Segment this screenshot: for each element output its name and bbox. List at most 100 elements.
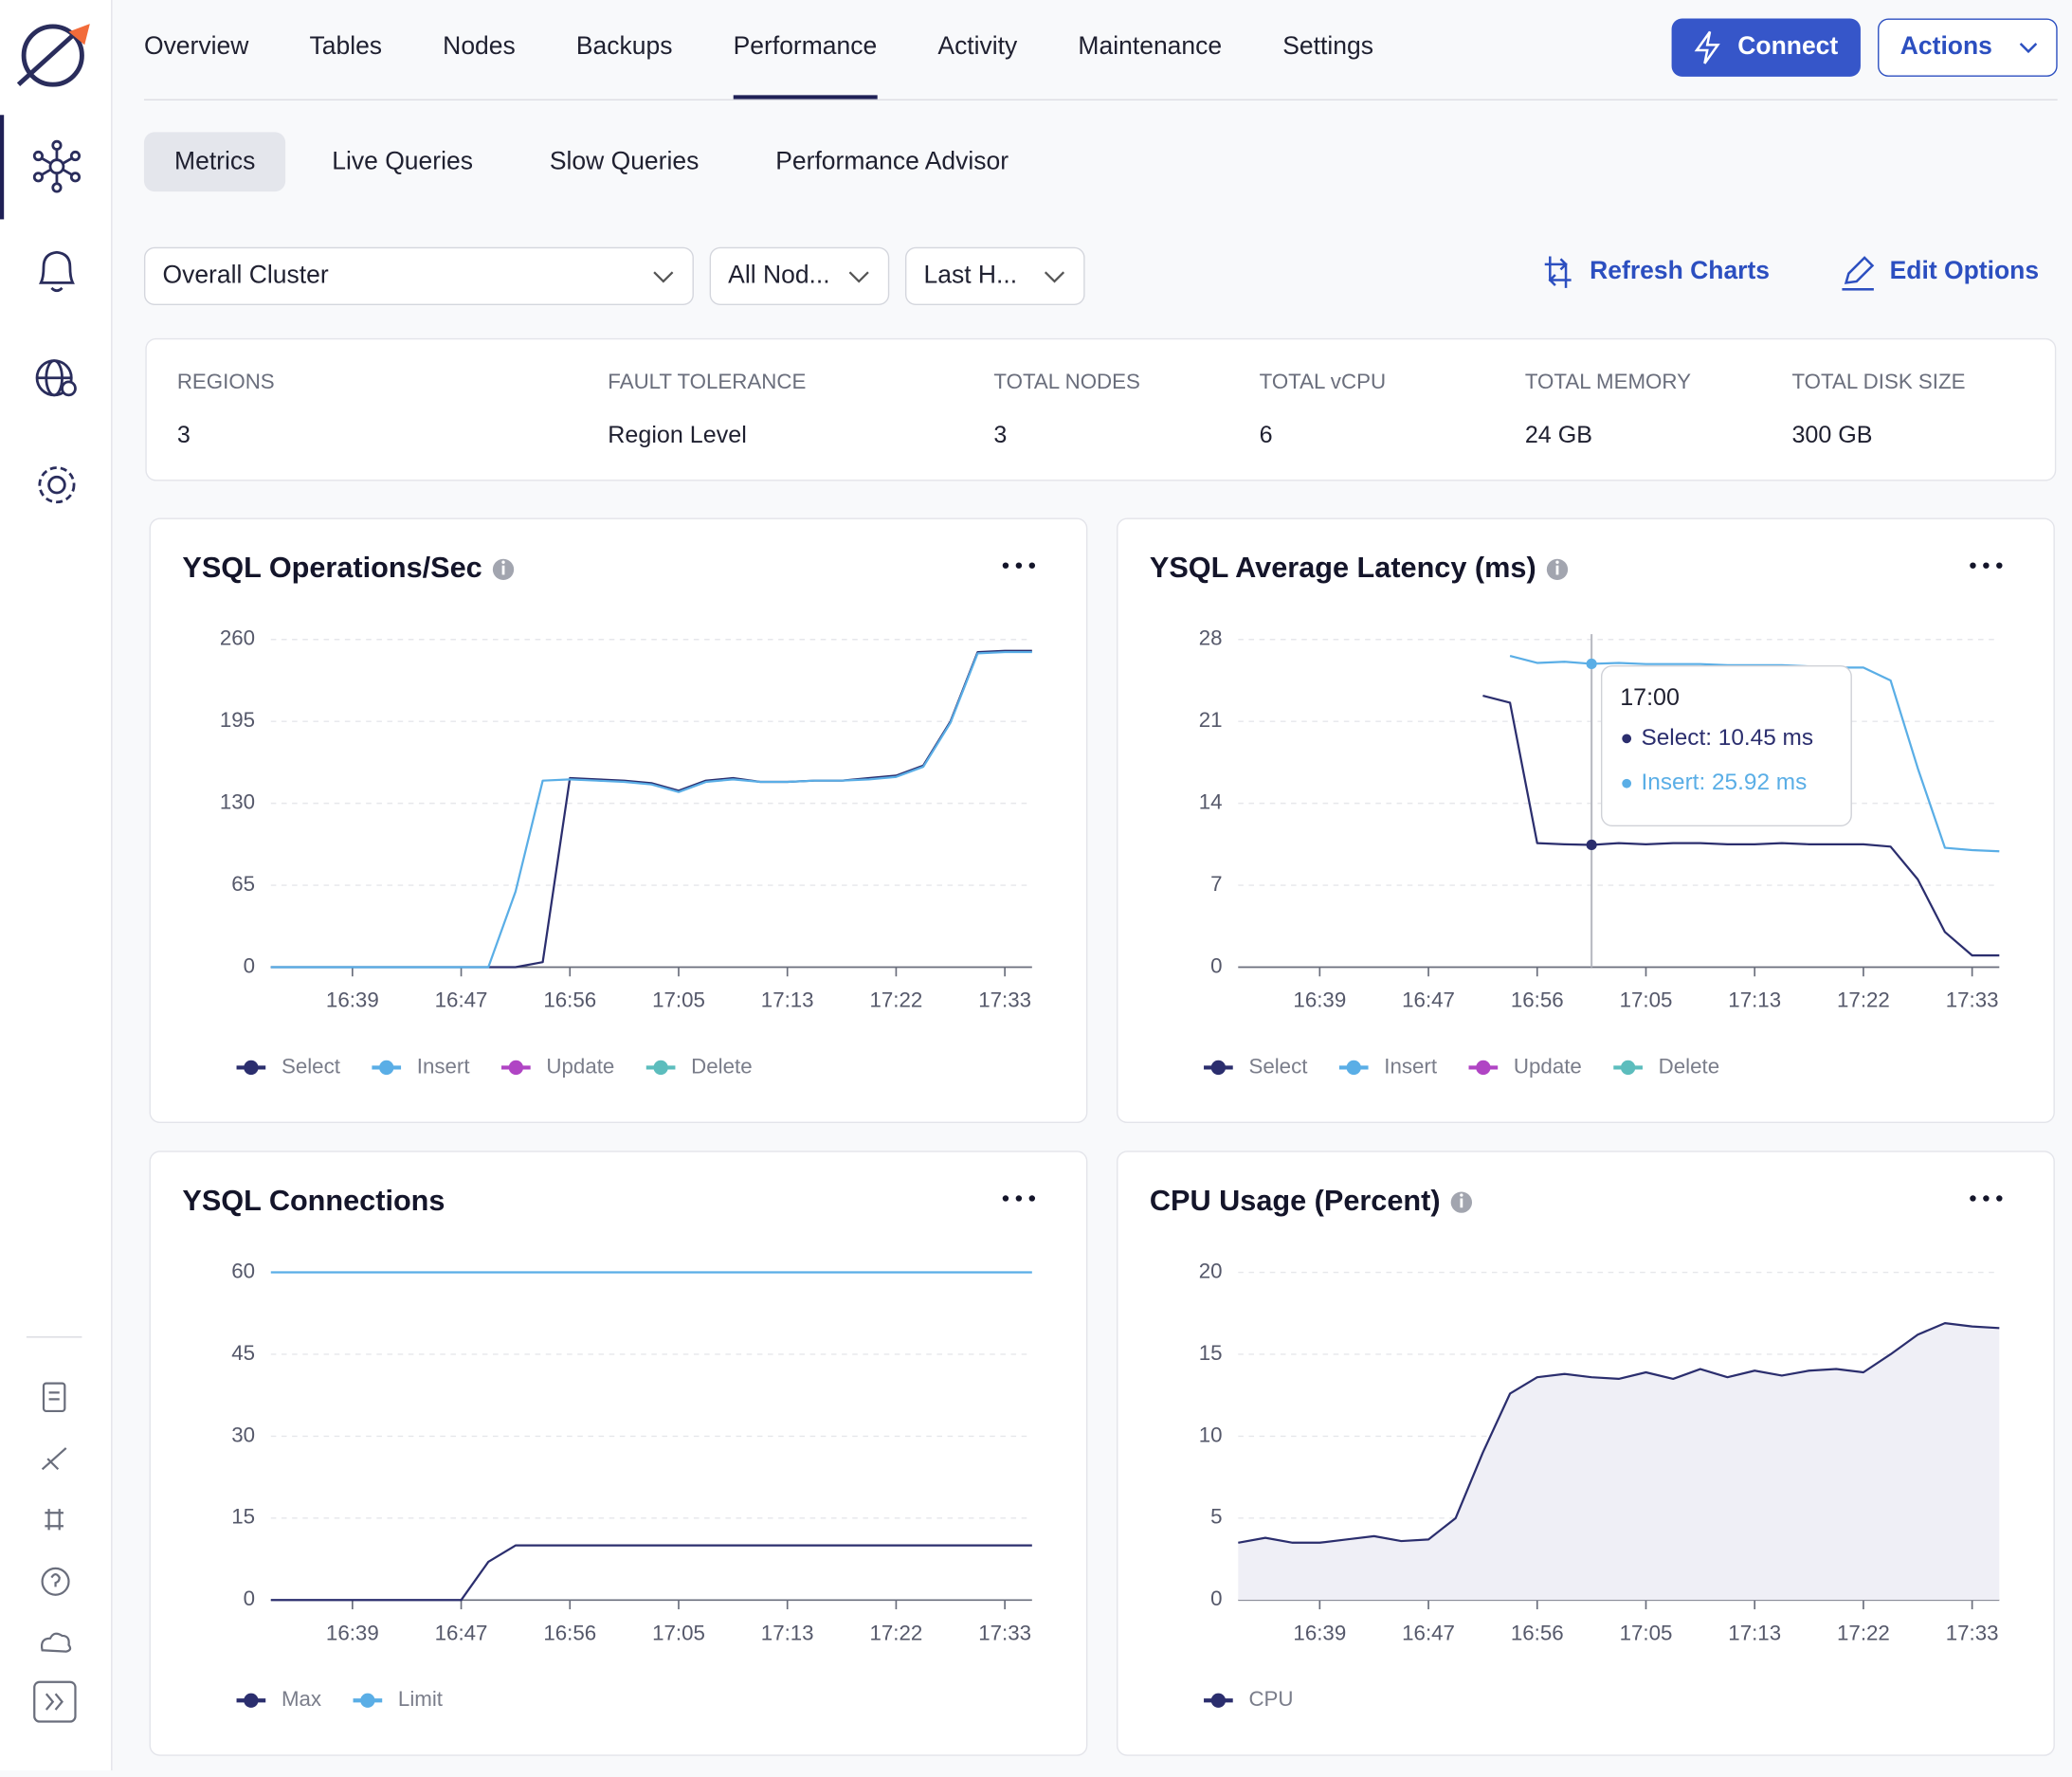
tooltip-time: 17:00 — [1620, 684, 1680, 711]
legend-item[interactable]: Delete — [645, 1054, 753, 1078]
sub-tab[interactable]: Slow Queries — [549, 148, 700, 176]
sub-tab[interactable]: Live Queries — [332, 148, 473, 176]
y-tick-label: 21 — [1199, 708, 1223, 732]
nav-tabs: Overview Tables Nodes Backups Performance Act… — [143, 0, 1373, 100]
stat-value: Region Level — [608, 421, 747, 448]
x-tick-label: 17:13 — [1728, 988, 1781, 1012]
legend-item[interactable]: Insert — [372, 1054, 470, 1078]
y-tick-label: 14 — [1199, 790, 1223, 814]
tooltip-bullet — [1622, 778, 1632, 789]
legend-dot — [1620, 1060, 1636, 1076]
node-select[interactable]: All Nod... — [709, 246, 890, 306]
chart-menu[interactable] — [1970, 562, 2003, 569]
series-line — [1482, 694, 2000, 957]
x-tick-label: 17:33 — [1946, 1621, 1999, 1644]
legend-label: Update — [546, 1054, 614, 1078]
nav-tab[interactable]: Nodes — [443, 32, 516, 62]
y-tick-label: 28 — [1199, 626, 1223, 650]
chart-title: YSQL Connections — [182, 1185, 445, 1217]
edit-label: Edit Options — [1889, 257, 2040, 286]
refresh-icon — [1544, 256, 1572, 288]
menu-dot — [1970, 1195, 1976, 1202]
info-dot — [1460, 1193, 1463, 1197]
chart-menu[interactable] — [1002, 562, 1036, 569]
legend-dot — [244, 1060, 259, 1076]
alerts-icon[interactable] — [38, 250, 75, 293]
info-icon[interactable] — [1450, 1191, 1473, 1213]
y-tick-label: 0 — [244, 1587, 255, 1610]
sub-tab[interactable]: Performance Advisor — [775, 148, 1009, 176]
y-tick-label: 0 — [244, 953, 255, 977]
legend-dot — [1210, 1060, 1227, 1076]
info-icon[interactable] — [1546, 558, 1569, 581]
menu-dot — [1970, 562, 1976, 569]
legend-item[interactable]: Select — [1204, 1054, 1308, 1078]
menu-dot — [1002, 562, 1009, 569]
chart-card: YSQL Connections 0 15 30 45 60 16:39 16:47 16:56… — [149, 1151, 1088, 1756]
nav-tab[interactable]: Maintenance — [1078, 32, 1223, 62]
chart: YSQL Operations/Sec 0 65 130 195 260 16:39 16:4… — [182, 552, 1036, 1078]
footer-icons[interactable] — [33, 1382, 77, 1723]
series-line — [1238, 1322, 2000, 1544]
chart-title: YSQL Operations/Sec — [182, 552, 482, 584]
x-tick-label: 17:05 — [652, 988, 705, 1012]
hover-point — [1586, 658, 1597, 670]
settings-icon[interactable] — [38, 466, 76, 504]
chart-menu[interactable] — [1002, 1195, 1036, 1202]
refresh-charts[interactable]: Refresh Charts — [1539, 251, 1770, 294]
legend-item[interactable]: Select — [236, 1054, 341, 1078]
y-tick-label: 60 — [231, 1259, 255, 1282]
nav-tab[interactable]: Settings — [1282, 32, 1373, 62]
legend-dot — [360, 1693, 375, 1708]
menu-dot — [1028, 562, 1036, 569]
y-tick-label: 20 — [1199, 1259, 1223, 1282]
sidebar — [0, 0, 113, 1771]
legend-label: CPU — [1248, 1687, 1293, 1711]
network-icon[interactable] — [35, 359, 77, 397]
legend-item[interactable]: Delete — [1613, 1054, 1719, 1078]
chart-menu[interactable] — [1970, 1195, 2003, 1202]
legend-item[interactable]: Limit — [353, 1687, 444, 1711]
info-icon[interactable] — [492, 558, 515, 581]
stat-label: TOTAL MEMORY — [1524, 371, 1692, 394]
legend-label: Select — [282, 1054, 341, 1078]
y-tick-label: 15 — [1199, 1341, 1223, 1365]
legend-item[interactable]: Update — [1468, 1054, 1582, 1078]
stat-value: 300 GB — [1791, 421, 1873, 448]
x-tick-label: 17:33 — [978, 1621, 1031, 1644]
nav-tab[interactable]: Backups — [575, 32, 673, 62]
x-tick-label: 17:22 — [1837, 1621, 1890, 1644]
y-tick-label: 30 — [231, 1423, 255, 1446]
cluster-select[interactable]: Overall Cluster — [143, 246, 694, 306]
select-value: Overall Cluster — [162, 262, 329, 290]
legend-label: Update — [1514, 1054, 1582, 1078]
x-tick-label: 17:13 — [761, 1621, 814, 1644]
legend-label: Insert — [1384, 1054, 1438, 1078]
legend-label: Max — [282, 1687, 321, 1711]
connect-button[interactable]: Connect — [1671, 18, 1861, 77]
sub-tab[interactable]: Metrics — [143, 132, 286, 192]
legend-dot — [1476, 1060, 1491, 1076]
chart: CPU Usage (Percent) 0 5 10 15 20 16:39 16:47 16:… — [1150, 1185, 2003, 1711]
legend-dot — [653, 1060, 668, 1076]
cluster-stats: REGIONS 3 FAULT TOLERANCE Region Level TOTAL… — [145, 337, 2057, 481]
legend-item[interactable]: Max — [236, 1687, 322, 1711]
y-tick-label: 45 — [231, 1341, 255, 1365]
nav-tab[interactable]: Tables — [309, 32, 383, 62]
legend-label: Limit — [398, 1687, 444, 1711]
x-tick-label: 17:05 — [1620, 988, 1673, 1012]
cluster-icon[interactable] — [32, 139, 82, 193]
legend-item[interactable]: Update — [501, 1054, 614, 1078]
nav-tab[interactable]: Activity — [937, 32, 1018, 62]
edit-options[interactable]: Edit Options — [1840, 251, 2039, 294]
refresh-label: Refresh Charts — [1590, 257, 1771, 286]
nav-tab[interactable]: Overview — [143, 32, 249, 62]
nav-tab[interactable]: Performance — [733, 0, 878, 100]
chart-title: CPU Usage (Percent) — [1150, 1185, 1441, 1217]
actions-button[interactable]: Actions — [1878, 18, 2058, 77]
y-tick-label: 7 — [1210, 872, 1222, 896]
time-select[interactable]: Last H... — [904, 246, 1085, 306]
info-dot — [1555, 560, 1559, 564]
legend-item[interactable]: CPU — [1204, 1687, 1294, 1711]
legend-item[interactable]: Insert — [1338, 1054, 1438, 1078]
